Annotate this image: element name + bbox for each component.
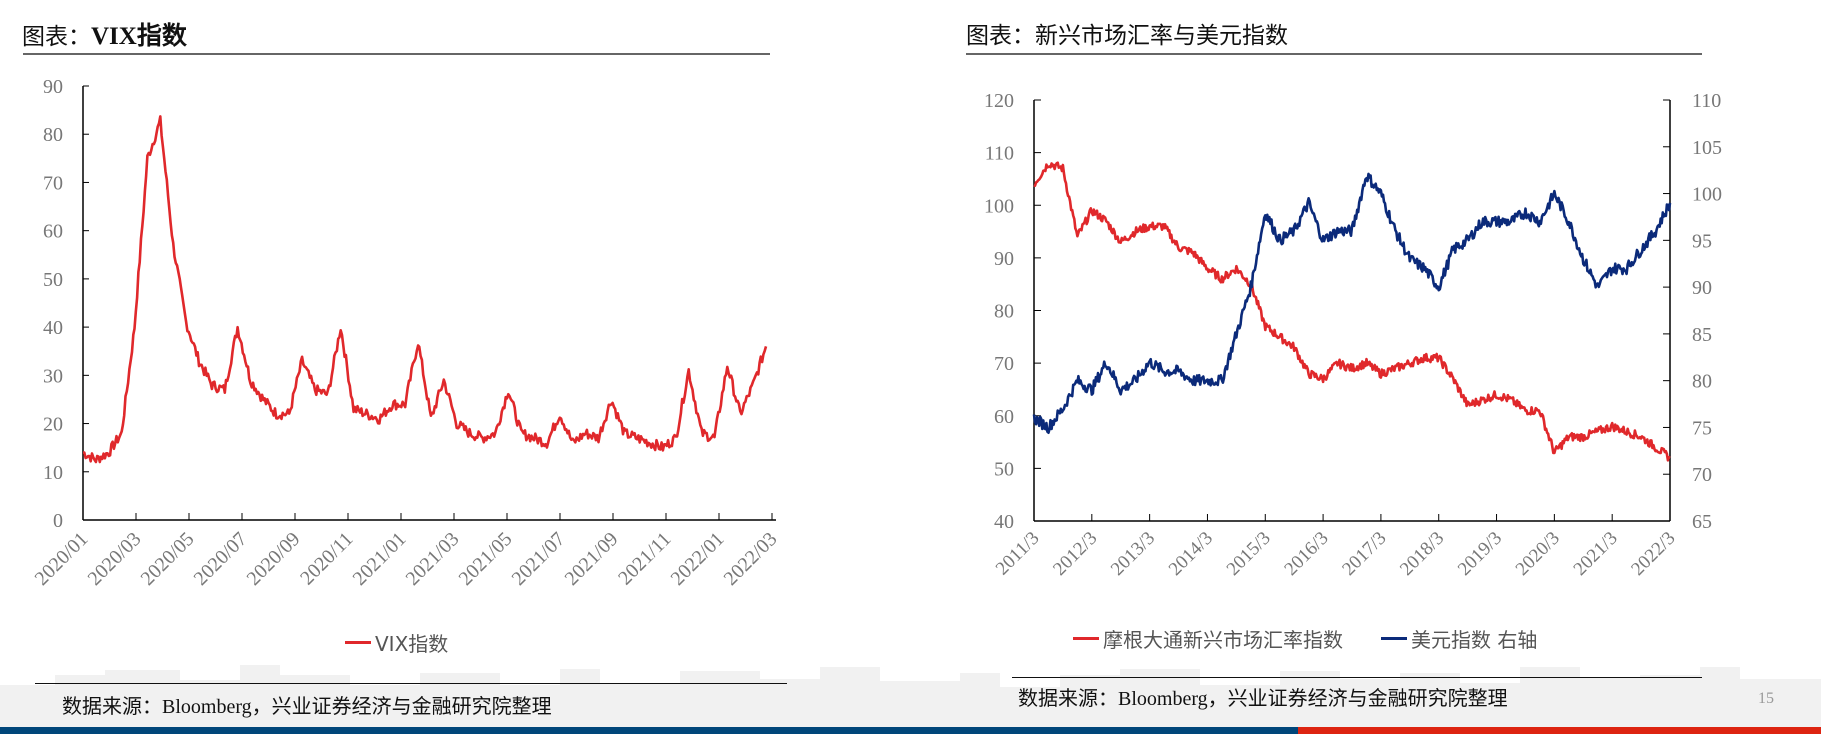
x-tick-label: 2021/01 (349, 528, 411, 590)
x-tick-label: 2020/03 (84, 528, 146, 590)
x-tick-label: 2022/03 (720, 528, 782, 590)
right-y-tick-label: 100 (1692, 184, 1722, 206)
right-y-tick-label: 70 (1692, 464, 1712, 486)
left-y-tick-label: 90 (994, 248, 1014, 270)
x-tick-label: 2017/3 (1338, 528, 1390, 580)
right-title-rule (966, 53, 1702, 55)
y-tick-label: 10 (43, 462, 63, 484)
y-tick-label: 60 (43, 221, 63, 243)
legend-swatch-blue (1381, 637, 1407, 640)
left-y-tick-label: 110 (985, 143, 1014, 165)
left-y-tick-label: 50 (994, 458, 1014, 480)
left-y-tick-label: 120 (984, 90, 1014, 112)
x-tick-label: 2012/3 (1049, 528, 1101, 580)
x-tick-label: 2021/11 (614, 528, 675, 589)
y-tick-label: 90 (43, 76, 63, 98)
y-tick-label: 30 (43, 365, 63, 387)
legend-item-em-fx: 摩根大通新兴市场汇率指数 (1073, 624, 1343, 653)
footer-bar-blue (0, 727, 1298, 734)
right-y-tick-label: 85 (1692, 324, 1712, 346)
right-y-tick-label: 105 (1692, 137, 1722, 159)
footer-bar-red (1298, 727, 1821, 734)
right-source-text: 数据来源：Bloomberg，兴业证券经济与金融研究院整理 (1018, 688, 1508, 710)
em-fx-line (1033, 161, 1671, 462)
y-tick-label: 70 (43, 172, 63, 194)
legend-swatch-red (345, 641, 371, 644)
legend-swatch-red (1073, 637, 1099, 640)
title-main: VIX指数 (91, 23, 187, 50)
title-prefix: 图表： (22, 24, 91, 50)
right-y-tick-label: 80 (1692, 371, 1712, 393)
x-tick-label: 2020/05 (137, 528, 199, 590)
em-fx-dxy-chart: 40 50 60 70 80 90 100 110 120 65 70 75 80 85 90 95 100 10… (984, 90, 1722, 580)
background-skyline (0, 665, 1821, 727)
y-tick-label: 80 (43, 124, 63, 146)
x-tick-label: 2022/3 (1627, 528, 1679, 580)
right-y-tick-label: 90 (1692, 277, 1712, 299)
x-tick-label: 2022/01 (667, 528, 729, 590)
x-tick-label: 2020/3 (1512, 528, 1564, 580)
right-source-rule (1012, 677, 1702, 678)
right-y-tick-label: 110 (1692, 90, 1721, 112)
left-y-tick-label: 80 (994, 301, 1014, 323)
left-y-tick-label: 40 (994, 511, 1014, 533)
x-tick-label: 2021/3 (1570, 528, 1622, 580)
left-y-tick-label: 100 (984, 195, 1014, 217)
x-tick-label: 2020/11 (296, 528, 357, 589)
y-tick-label: 20 (43, 414, 63, 436)
x-tick-label: 2019/3 (1454, 528, 1506, 580)
x-tick-label: 2021/07 (508, 528, 570, 590)
right-y-tick-label: 95 (1692, 230, 1712, 252)
x-tick-label: 2016/3 (1280, 528, 1332, 580)
left-y-tick-label: 70 (994, 353, 1014, 375)
legend-item-vix: VIX指数 (345, 628, 448, 657)
vix-legend: VIX指数 (345, 628, 486, 657)
x-tick-label: 2020/01 (31, 528, 93, 590)
left-source-rule (35, 683, 787, 684)
dxy-line (1032, 172, 1672, 434)
fx-legend: 摩根大通新兴市场汇率指数 美元指数 右轴 (1073, 624, 1575, 653)
left-chart-title: 图表：VIX指数 (22, 16, 187, 52)
x-tick-label: 2013/3 (1107, 528, 1159, 580)
page-number: 15 (1758, 690, 1774, 707)
left-title-rule (23, 53, 770, 55)
y-tick-label: 0 (53, 510, 63, 532)
left-source-text: 数据来源：Bloomberg，兴业证券经济与金融研究院整理 (62, 696, 552, 718)
legend-label: VIX指数 (375, 632, 449, 656)
x-tick-label: 2021/05 (455, 528, 517, 590)
x-tick-label: 2021/03 (402, 528, 464, 590)
x-tick-label: 2020/09 (243, 528, 305, 590)
y-tick-label: 50 (43, 269, 63, 291)
x-tick-label: 2015/3 (1223, 528, 1275, 580)
x-tick-label: 2021/09 (561, 528, 623, 590)
x-tick-label: 2014/3 (1165, 528, 1217, 580)
x-tick-label: 2011/3 (992, 528, 1044, 580)
right-title-text: 图表：新兴市场汇率与美元指数 (966, 23, 1288, 49)
vix-chart: 0 10 20 30 40 50 60 70 80 90 2020/012020/032020/05… (31, 76, 782, 590)
x-tick-label: 2020/07 (190, 528, 252, 590)
x-tick-label: 2018/3 (1396, 528, 1448, 580)
legend-item-dxy: 美元指数 右轴 (1381, 624, 1537, 653)
legend-label: 摩根大通新兴市场汇率指数 (1103, 628, 1343, 652)
y-tick-label: 40 (43, 317, 63, 339)
right-chart-title: 图表：新兴市场汇率与美元指数 (966, 16, 1288, 50)
left-y-tick-label: 60 (994, 406, 1014, 428)
legend-label: 美元指数 右轴 (1411, 628, 1538, 652)
right-y-tick-label: 75 (1692, 417, 1712, 439)
right-y-tick-label: 65 (1692, 511, 1712, 533)
vix-line (83, 115, 768, 464)
